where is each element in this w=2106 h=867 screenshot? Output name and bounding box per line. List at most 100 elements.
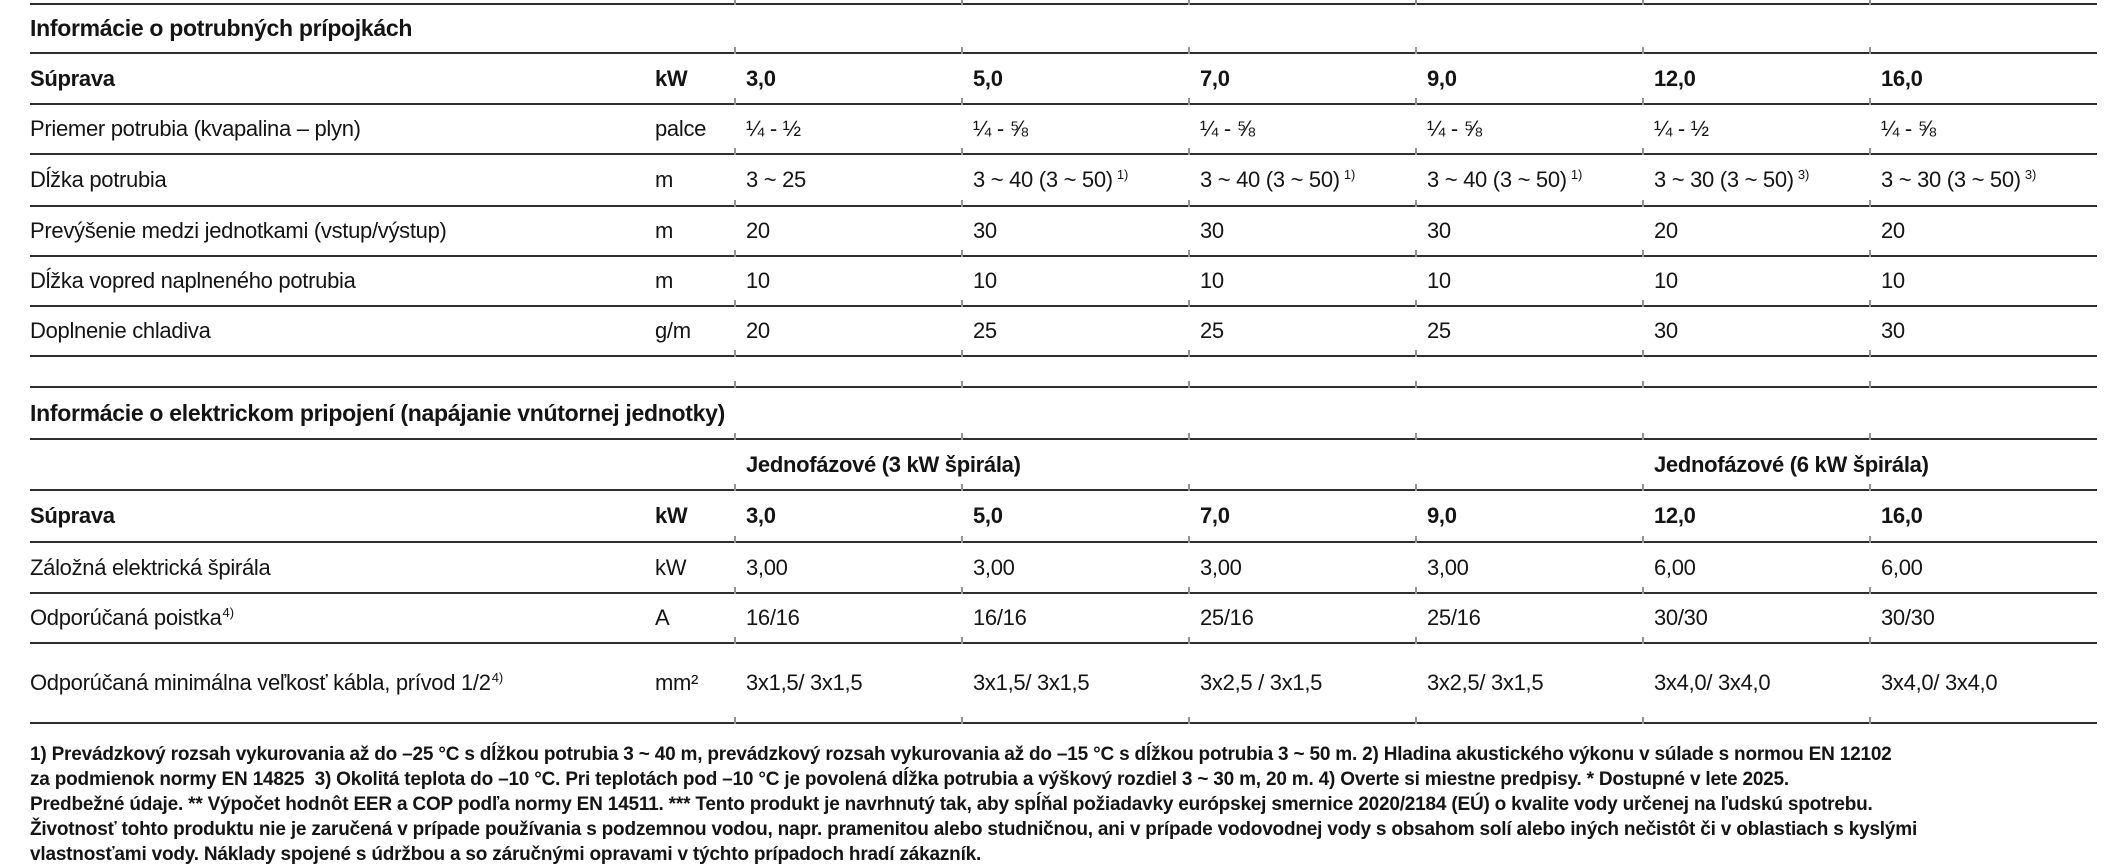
cell-value: 10 bbox=[1200, 268, 1224, 293]
cell-value: 30 bbox=[973, 218, 997, 243]
column-boundary-tick bbox=[1642, 250, 1644, 257]
table-rule bbox=[30, 250, 2097, 257]
column-boundary-tick bbox=[1642, 637, 1644, 644]
table-row: Priemer potrubia (kvapalina – plyn) palc… bbox=[30, 105, 2097, 153]
table-rule bbox=[30, 350, 2097, 357]
cell-value: 3,00 bbox=[1200, 554, 1242, 580]
column-boundary-tick bbox=[1869, 637, 1871, 644]
header-value: 9,0 bbox=[1427, 65, 1457, 91]
column-boundary-tick bbox=[961, 300, 963, 307]
cell-text: 3 ~ 40 (3 ~ 50) bbox=[973, 167, 1113, 192]
cell-value: 3 ~ 40 (3 ~ 50) 1) bbox=[1189, 167, 1416, 193]
cell-value: 3 ~ 25 bbox=[735, 167, 962, 193]
electrical-table-title-row: Informácie o elektrickom pripojení (napá… bbox=[30, 388, 2097, 438]
column-boundary-tick bbox=[734, 587, 736, 594]
column-boundary-tick bbox=[1188, 250, 1190, 257]
table-row: Odporúčaná poistka4) A 16/16 16/16 25/16… bbox=[30, 594, 2097, 642]
column-boundary-tick bbox=[1869, 250, 1871, 257]
cell-value: 20 bbox=[1881, 218, 1905, 243]
column-boundary-tick bbox=[1415, 0, 1417, 5]
header-value: 3,0 bbox=[746, 65, 776, 91]
cell-value: 16/16 bbox=[973, 605, 1027, 630]
cell-value: 30 bbox=[1200, 218, 1224, 243]
section-title: Informácie o potrubných prípojkách bbox=[30, 15, 413, 41]
column-boundary-tick bbox=[961, 717, 963, 724]
header-unit: kW bbox=[655, 65, 688, 91]
electrical-info-table: Informácie o elektrickom pripojení (napá… bbox=[30, 381, 2097, 724]
header-value: 7,0 bbox=[1200, 503, 1230, 528]
cell-value: ¼ - ⅝ bbox=[973, 116, 1028, 141]
footnote-line: vlastnosťami vody. Náklady spojené s údr… bbox=[30, 844, 982, 865]
column-boundary-tick bbox=[961, 484, 963, 491]
cell-value: 3x1,5/ 3x1,5 bbox=[973, 670, 1090, 695]
column-boundary-tick bbox=[961, 47, 963, 54]
column-boundary-tick bbox=[1415, 484, 1417, 491]
table-rule bbox=[30, 536, 2097, 543]
header-value: 5,0 bbox=[973, 65, 1003, 91]
column-boundary-tick bbox=[1188, 637, 1190, 644]
column-boundary-tick bbox=[1642, 148, 1644, 155]
table-header-row: Súprava kW 3,0 5,0 7,0 9,0 12,0 16,0 bbox=[30, 54, 2097, 103]
table-rule bbox=[30, 433, 2097, 440]
row-label: Dĺžka potrubia bbox=[30, 167, 167, 192]
column-boundary-tick bbox=[1869, 381, 1871, 388]
column-boundary-tick bbox=[1188, 484, 1190, 491]
column-boundary-tick bbox=[1869, 433, 1871, 440]
label-text: Odporúčaná poistka bbox=[30, 605, 222, 630]
row-unit: palce bbox=[655, 116, 707, 141]
cell-text: 3 ~ 40 (3 ~ 50) bbox=[1427, 167, 1567, 192]
table-rule bbox=[30, 381, 2097, 388]
footnote-line: za podmienok normy EN 14825 3) Okolitá t… bbox=[30, 769, 1789, 790]
phase-group-header-row: Jednofázové (3 kW špirála) Jednofázové (… bbox=[30, 440, 2097, 489]
column-boundary-tick bbox=[1642, 200, 1644, 207]
column-boundary-tick bbox=[1415, 381, 1417, 388]
row-unit: m bbox=[655, 268, 674, 293]
header-value: 16,0 bbox=[1881, 503, 1923, 528]
column-boundary-tick bbox=[734, 350, 736, 357]
group-header-single-phase-3kw: Jednofázové (3 kW špirála) bbox=[746, 451, 1021, 477]
column-boundary-tick bbox=[961, 0, 963, 5]
column-boundary-tick bbox=[734, 536, 736, 543]
column-boundary-tick bbox=[734, 300, 736, 307]
piping-table-title-row: Informácie o potrubných prípojkách bbox=[30, 5, 2097, 52]
header-value: 9,0 bbox=[1427, 503, 1457, 528]
row-label: Priemer potrubia (kvapalina – plyn) bbox=[30, 116, 361, 141]
footnotes-block: 1) Prevádzkový rozsah vykurovania až do … bbox=[30, 742, 2106, 867]
column-boundary-tick bbox=[1869, 148, 1871, 155]
column-boundary-tick bbox=[734, 381, 736, 388]
column-boundary-tick bbox=[961, 148, 963, 155]
column-boundary-tick bbox=[961, 587, 963, 594]
row-unit: A bbox=[655, 605, 670, 630]
row-label: Doplnenie chladiva bbox=[30, 318, 211, 343]
column-boundary-tick bbox=[1415, 637, 1417, 644]
footnote-marker: 3) bbox=[2024, 166, 2037, 182]
footnote-line: Životnosť tohto produktu nie je zaručená… bbox=[30, 819, 1918, 840]
table-rule bbox=[30, 98, 2097, 105]
header-unit: kW bbox=[655, 503, 688, 528]
piping-info-table: Informácie o potrubných prípojkách Súpra… bbox=[30, 0, 2097, 357]
header-value: 3,0 bbox=[746, 503, 776, 528]
table-rule bbox=[30, 0, 2097, 5]
column-boundary-tick bbox=[1869, 47, 1871, 54]
header-label: Súprava bbox=[30, 503, 115, 528]
column-boundary-tick bbox=[1869, 587, 1871, 594]
header-value: 16,0 bbox=[1881, 65, 1923, 91]
column-boundary-tick bbox=[1415, 717, 1417, 724]
cell-value: 10 bbox=[1654, 268, 1678, 293]
column-boundary-tick bbox=[1642, 587, 1644, 594]
cell-value: 10 bbox=[1881, 268, 1905, 293]
cell-value: 6,00 bbox=[1881, 554, 1923, 580]
cell-value: 3x2,5 / 3x1,5 bbox=[1200, 670, 1323, 695]
column-boundary-tick bbox=[1642, 536, 1644, 543]
column-boundary-tick bbox=[1188, 587, 1190, 594]
cell-text: 3 ~ 40 (3 ~ 50) bbox=[1200, 167, 1340, 192]
column-boundary-tick bbox=[1869, 484, 1871, 491]
column-boundary-tick bbox=[1642, 484, 1644, 491]
cell-value: 3 ~ 40 (3 ~ 50) 1) bbox=[1416, 167, 1643, 193]
column-boundary-tick bbox=[734, 433, 736, 440]
cell-text: 3 ~ 30 (3 ~ 50) bbox=[1654, 167, 1794, 192]
cell-value: 3,00 bbox=[973, 554, 1015, 580]
section-title: Informácie o elektrickom pripojení (napá… bbox=[30, 399, 725, 426]
cell-value: 30 bbox=[1881, 318, 1905, 343]
